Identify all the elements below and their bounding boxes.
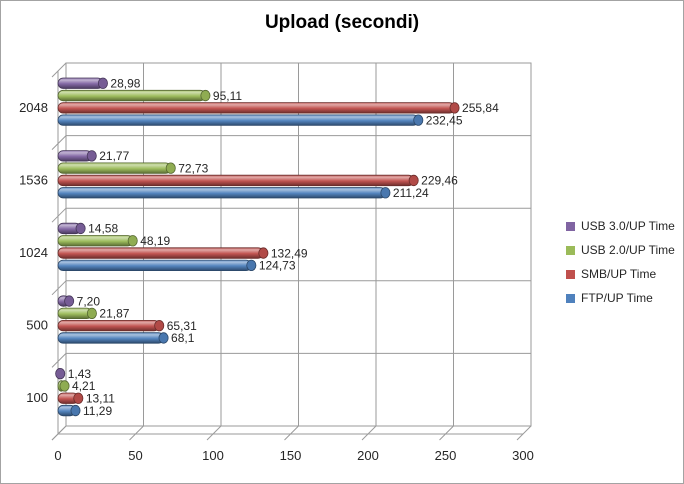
data-label: 211,24 [393, 186, 429, 200]
bar-cap [413, 114, 424, 126]
data-label: 68,1 [171, 331, 195, 345]
x-tick-label: 300 [512, 448, 534, 463]
data-label: 255,84 [462, 101, 499, 115]
category-label: 1024 [19, 245, 48, 260]
x-tick-label: 0 [54, 448, 61, 463]
x-axis-tick [51, 425, 67, 441]
data-label: 132,49 [271, 246, 308, 260]
data-label: 72,73 [178, 161, 208, 175]
chart-title: Upload (secondi) [264, 12, 420, 33]
data-label: 232,45 [426, 113, 463, 127]
x-tick-label: 200 [357, 448, 379, 463]
bar [57, 319, 160, 332]
bar-cap [246, 259, 257, 272]
data-label: 95,11 [213, 89, 242, 103]
bar-cap [449, 102, 460, 114]
bar-cap [258, 247, 269, 259]
data-label: 14,58 [88, 222, 118, 236]
x-axis-tick [361, 425, 377, 441]
data-label: 229,46 [421, 174, 458, 188]
y-axis-tick [51, 135, 67, 150]
bar-cap [97, 77, 108, 89]
bar-cap [64, 295, 75, 307]
data-label: 11,29 [83, 404, 112, 418]
x-axis-tick [516, 425, 532, 441]
bar-cap [86, 150, 97, 162]
bar-cap [165, 162, 176, 174]
legend-label: USB 2.0/UP Time [581, 243, 675, 257]
category-label: 500 [26, 318, 48, 333]
legend-item: FTP/UP Time [566, 291, 675, 305]
bar [57, 307, 93, 320]
data-label: 48,19 [140, 234, 170, 248]
y-axis-tick [51, 207, 67, 223]
bar [57, 187, 386, 199]
bar [57, 77, 104, 89]
bar-cap [59, 380, 70, 392]
x-axis-tick [439, 425, 454, 441]
bar-cap [408, 174, 419, 187]
y-axis-tick [51, 353, 67, 368]
bar-cap [154, 319, 165, 332]
category-label: 1536 [19, 172, 48, 187]
bar-cap [55, 367, 66, 380]
legend-item: USB 3.0/UP Time [566, 219, 675, 233]
bar [57, 89, 206, 102]
bar [57, 162, 172, 174]
legend-swatch-icon [566, 221, 575, 231]
x-tick-label: 100 [202, 448, 224, 463]
legend-swatch-icon [566, 269, 575, 279]
x-axis-tick [206, 425, 222, 441]
bar-cap [75, 222, 86, 235]
bar-cap [380, 187, 391, 199]
legend-item: USB 2.0/UP Time [566, 243, 675, 257]
x-tick-label: 150 [280, 448, 302, 463]
x-tick-label: 250 [435, 448, 457, 463]
legend: USB 3.0/UP Time USB 2.0/UP Time SMB/UP Tim… [566, 219, 675, 305]
bar-cap [158, 332, 169, 344]
data-label: 21,77 [99, 149, 129, 163]
bar [57, 247, 264, 259]
legend-swatch-icon [566, 245, 575, 255]
bar-cap [73, 392, 84, 404]
bar [57, 102, 455, 114]
data-label: 65,31 [167, 319, 197, 333]
data-label: 13,11 [86, 391, 115, 405]
bar-cap [70, 404, 81, 417]
bar [57, 332, 164, 344]
category-label: 2048 [19, 100, 48, 115]
bar-cap [200, 89, 211, 102]
legend-label: SMB/UP Time [581, 267, 657, 281]
bar-cap [86, 307, 97, 320]
legend-label: FTP/UP Time [581, 291, 653, 305]
category-label: 100 [26, 390, 48, 405]
x-axis-tick [129, 425, 144, 441]
y-axis-tick [51, 62, 67, 78]
y-axis-tick [51, 280, 67, 296]
data-label: 124,73 [259, 259, 296, 273]
x-tick-label: 50 [128, 448, 142, 463]
x-axis-tick [284, 425, 299, 441]
bar [57, 150, 93, 162]
bar [57, 235, 134, 247]
data-label: 21,87 [99, 307, 129, 321]
legend-item: SMB/UP Time [566, 267, 675, 281]
data-label: 28,98 [110, 76, 140, 90]
bar [57, 259, 252, 272]
data-label: 7,20 [77, 294, 101, 308]
legend-label: USB 3.0/UP Time [581, 219, 675, 233]
bar [57, 114, 419, 126]
bar-cap [127, 235, 138, 247]
data-label: 4,21 [72, 379, 96, 393]
data-label: 1,43 [68, 367, 92, 381]
bar [57, 174, 415, 187]
legend-swatch-icon [566, 293, 575, 303]
